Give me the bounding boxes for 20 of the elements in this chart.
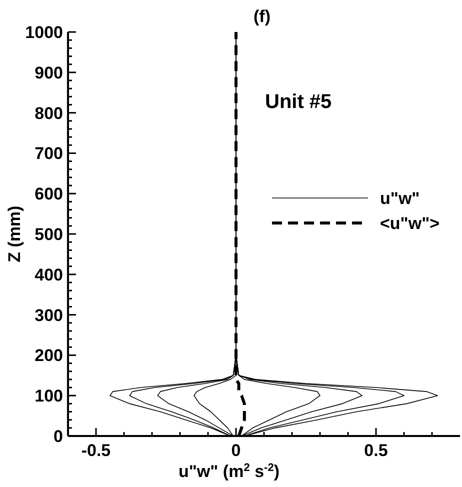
y-tick-label: 500 bbox=[34, 225, 63, 244]
x-tick-label: 0 bbox=[231, 441, 241, 460]
annotation: Unit #5 bbox=[265, 91, 332, 113]
chart-title: (f) bbox=[254, 7, 270, 26]
x-tick-label: 0.5 bbox=[364, 441, 388, 460]
y-tick-label: 700 bbox=[34, 144, 63, 164]
y-tick-label: 900 bbox=[34, 63, 63, 82]
y-tick-label: 1000 bbox=[25, 23, 63, 42]
text: u"w" bbox=[380, 189, 420, 208]
text: <u"w"> bbox=[380, 214, 440, 233]
y-tick-label: 600 bbox=[34, 184, 63, 204]
y-tick-label: 200 bbox=[34, 346, 63, 366]
y-tick-label: 100 bbox=[34, 386, 63, 406]
y-axis-title: Z (mm) bbox=[5, 206, 24, 262]
y-tick-label: 300 bbox=[34, 306, 63, 325]
x-tick-label: -0.5 bbox=[81, 441, 111, 460]
x-axis-title: u"w" (m$^{2}$ s$^{-2}$) bbox=[178, 462, 280, 481]
y-tick-label: 400 bbox=[34, 265, 63, 284]
y-tick-label: 800 bbox=[34, 104, 63, 123]
y-tick-label: 0 bbox=[54, 427, 63, 446]
